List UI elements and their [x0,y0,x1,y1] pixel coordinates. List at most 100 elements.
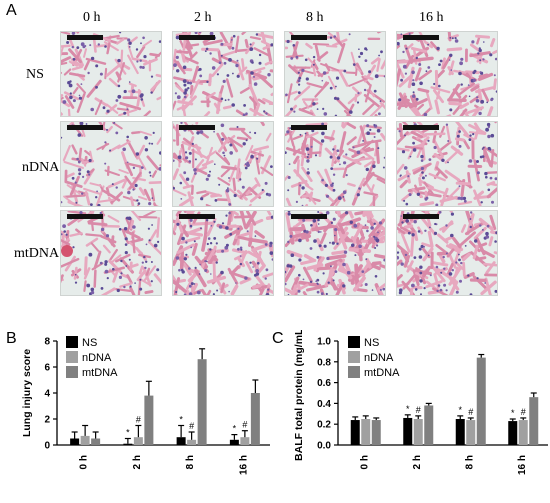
micrograph-tile [396,31,498,117]
column-header-8h: 8 h [306,10,324,25]
bar [144,395,154,445]
bar [197,359,207,445]
significance-marker: # [136,415,141,425]
panel-label-c: C [272,330,284,347]
scale-bar [403,214,439,219]
legend-label: nDNA [82,352,112,364]
significance-marker: # [242,420,247,430]
panel-label-b: B [6,330,17,347]
bar [229,439,239,445]
lung-injury-chart: 0 2 4 6 8 Lung injury score 0 h 2 h 8 h 16 h * # * # *… [21,336,270,475]
x-tick-label: 0 h [79,455,90,469]
x-tick-label: 2 h [132,455,143,469]
scale-bar [179,35,215,40]
micrograph-tile [60,121,162,207]
panel-label-a: A [6,2,17,19]
scale-bar [179,214,215,219]
legend-label: NS [82,337,97,349]
significance-marker: # [189,421,194,431]
scale-bar [403,35,439,40]
y-axis-label: BALF total protein (mg/mL) [293,330,305,461]
y-axis-label: Lung injury score [21,349,33,437]
bar [361,419,371,445]
significance-marker: * [233,424,237,434]
column-header-16h: 16 h [419,10,444,25]
bar [403,417,413,445]
y-tick-label: 2 [44,415,50,426]
legend-swatch [348,336,360,348]
legend-swatch [66,366,78,378]
x-tick-label: 8 h [185,455,196,469]
bar [413,419,423,445]
y-tick-label: 0.8 [317,357,331,368]
significance-marker: # [521,407,526,417]
bar [350,420,360,445]
bar [508,421,518,445]
scale-bar [291,125,327,130]
scale-bar [67,214,103,219]
row-label-ndna: nDNA [22,160,60,175]
bar [424,405,434,445]
bar [70,438,80,445]
micrograph-tile [172,210,274,296]
significance-marker: # [416,405,421,415]
bar [80,435,90,445]
row-label-ns: NS [26,67,44,82]
x-tick-label: 16 h [517,455,528,475]
micrograph-tile [284,210,386,296]
column-header-2h: 2 h [194,10,212,25]
legend-swatch [348,366,360,378]
significance-marker: # [468,407,473,417]
y-tick-label: 6 [44,363,50,374]
bar [455,419,465,445]
bar [240,437,250,445]
bar [371,420,381,445]
legend-swatch [348,351,360,363]
y-tick-label: 0.4 [317,399,331,410]
micrograph-tile [60,31,162,117]
column-header-0h: 0 h [83,10,101,25]
legend-label: NS [364,337,379,349]
bar [91,438,101,445]
bar [466,420,476,445]
significance-marker: * [126,428,130,438]
bar [476,357,486,445]
y-tick-label: 0.0 [317,441,331,452]
significance-marker: * [179,415,183,425]
y-tick-label: 4 [44,389,50,400]
balf-protein-chart: 0.0 0.2 0.4 0.6 0.8 1.0 BALF total protein (mg… [293,330,548,475]
bar [133,437,143,445]
significance-marker: * [511,408,515,418]
scale-bar [67,35,103,40]
micrograph-tile [60,210,162,296]
micrograph-tile [284,31,386,117]
significance-marker: * [458,405,462,415]
bar [518,420,528,445]
y-tick-label: 1.0 [317,337,331,348]
scale-bar [67,125,103,130]
row-label-mtdna: mtDNA [14,246,60,261]
significance-marker: * [406,404,410,414]
y-tick-label: 0 [44,441,50,452]
x-tick-label: 2 h [412,455,423,469]
bar [176,437,186,445]
legend-swatch [66,351,78,363]
scale-bar [179,125,215,130]
bar [187,439,197,445]
y-tick-label: 0.6 [317,378,331,389]
bar [123,443,133,445]
scale-bar [291,214,327,219]
x-tick-label: 16 h [238,455,249,475]
micrograph-tile [172,31,274,117]
micrograph-tile [284,121,386,207]
scale-bar [403,125,439,130]
x-tick-label: 0 h [359,455,370,469]
legend-label: mtDNA [82,367,118,379]
legend-swatch [66,336,78,348]
y-tick-label: 8 [44,337,50,348]
legend-label: nDNA [364,352,394,364]
bar [250,393,260,445]
micrograph-tile [172,121,274,207]
scale-bar [291,35,327,40]
micrograph-tile [396,121,498,207]
